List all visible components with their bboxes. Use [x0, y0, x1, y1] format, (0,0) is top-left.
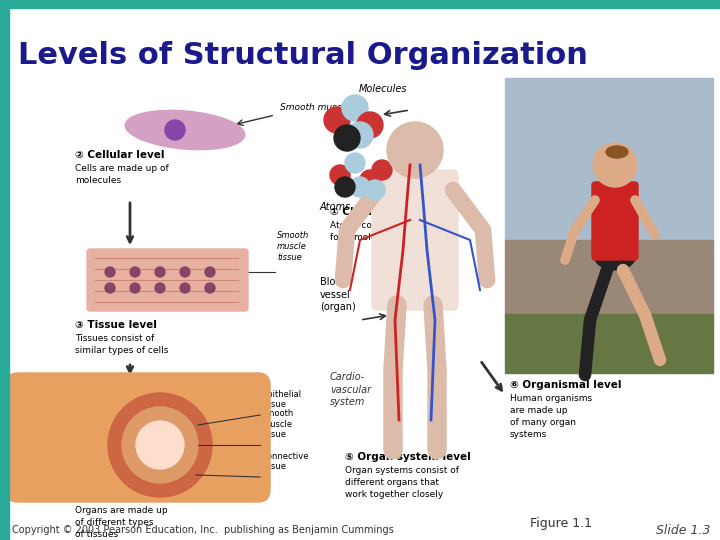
FancyBboxPatch shape	[372, 170, 458, 310]
Text: Slide 1.3: Slide 1.3	[655, 523, 710, 537]
Circle shape	[345, 153, 365, 173]
FancyBboxPatch shape	[6, 373, 270, 502]
Text: Molecules: Molecules	[359, 84, 408, 94]
Circle shape	[136, 421, 184, 469]
Text: Organ systems consist of: Organ systems consist of	[345, 466, 459, 475]
Text: ③ Tissue level: ③ Tissue level	[75, 320, 157, 330]
Text: Cells are made up of: Cells are made up of	[75, 164, 168, 173]
Circle shape	[342, 95, 368, 121]
Text: Tissues consist of: Tissues consist of	[75, 334, 154, 343]
Text: Atoms combine to: Atoms combine to	[330, 221, 413, 230]
Circle shape	[334, 125, 360, 151]
Circle shape	[105, 267, 115, 277]
Text: form molecules: form molecules	[330, 233, 400, 242]
Bar	[0, 0, 720, 8]
Circle shape	[122, 407, 198, 483]
Text: systems: systems	[510, 430, 547, 439]
Circle shape	[108, 393, 212, 497]
Text: molecules: molecules	[75, 176, 121, 185]
Circle shape	[347, 122, 373, 148]
Bar	[505, 78, 713, 240]
Circle shape	[165, 120, 185, 140]
Text: ② Cellular level: ② Cellular level	[75, 150, 164, 160]
Text: similar types of cells: similar types of cells	[75, 346, 168, 355]
FancyBboxPatch shape	[87, 249, 248, 311]
Text: Smooth muscle cell: Smooth muscle cell	[280, 103, 368, 112]
Circle shape	[330, 165, 350, 185]
Circle shape	[155, 267, 165, 277]
Text: Epithelial
tissue: Epithelial tissue	[262, 389, 301, 409]
Ellipse shape	[594, 240, 636, 270]
Text: are made up: are made up	[510, 406, 567, 415]
Text: Human organisms: Human organisms	[510, 394, 592, 403]
Text: ⑤ Organ system level: ⑤ Organ system level	[345, 452, 471, 462]
Circle shape	[372, 160, 392, 180]
Text: Copyright © 2003 Pearson Education, Inc.  publishing as Benjamin Cummings: Copyright © 2003 Pearson Education, Inc.…	[12, 525, 394, 535]
Text: Blood
vessel
(organ): Blood vessel (organ)	[320, 277, 356, 312]
Circle shape	[593, 143, 637, 187]
Text: different organs that: different organs that	[345, 478, 439, 487]
Text: ⑥ Organismal level: ⑥ Organismal level	[510, 380, 621, 390]
Text: Levels of Structural Organization: Levels of Structural Organization	[18, 40, 588, 70]
Circle shape	[350, 177, 370, 197]
FancyBboxPatch shape	[592, 182, 638, 260]
Text: Atoms: Atoms	[320, 202, 351, 212]
Circle shape	[387, 122, 443, 178]
Text: ① Chemical level: ① Chemical level	[330, 207, 428, 217]
Circle shape	[130, 283, 140, 293]
Circle shape	[205, 267, 215, 277]
Text: Figure 1.1: Figure 1.1	[530, 516, 592, 530]
Text: Cardio-
vascular
system: Cardio- vascular system	[330, 372, 371, 407]
Circle shape	[365, 180, 385, 200]
Text: Smooth
muscle
tissue: Smooth muscle tissue	[277, 231, 310, 262]
Text: of different types: of different types	[75, 518, 153, 527]
Circle shape	[335, 177, 355, 197]
Ellipse shape	[606, 146, 628, 158]
Circle shape	[205, 283, 215, 293]
Text: work together closely: work together closely	[345, 490, 444, 499]
Circle shape	[105, 283, 115, 293]
Text: Organs are made up: Organs are made up	[75, 506, 168, 515]
Bar	[505, 240, 713, 314]
Circle shape	[180, 283, 190, 293]
Text: ④ Organ level: ④ Organ level	[75, 492, 155, 502]
Bar	[0, 8, 9, 540]
Text: Connective
tissue: Connective tissue	[262, 451, 310, 471]
Text: of many organ: of many organ	[510, 418, 576, 427]
Text: Smooth
muscle
tissue: Smooth muscle tissue	[262, 409, 294, 439]
Circle shape	[357, 112, 383, 138]
Circle shape	[360, 170, 380, 190]
Circle shape	[130, 267, 140, 277]
Text: of tissues: of tissues	[75, 530, 118, 539]
Circle shape	[180, 267, 190, 277]
Circle shape	[155, 283, 165, 293]
Bar	[505, 314, 713, 373]
Ellipse shape	[125, 110, 245, 150]
Circle shape	[324, 107, 350, 133]
